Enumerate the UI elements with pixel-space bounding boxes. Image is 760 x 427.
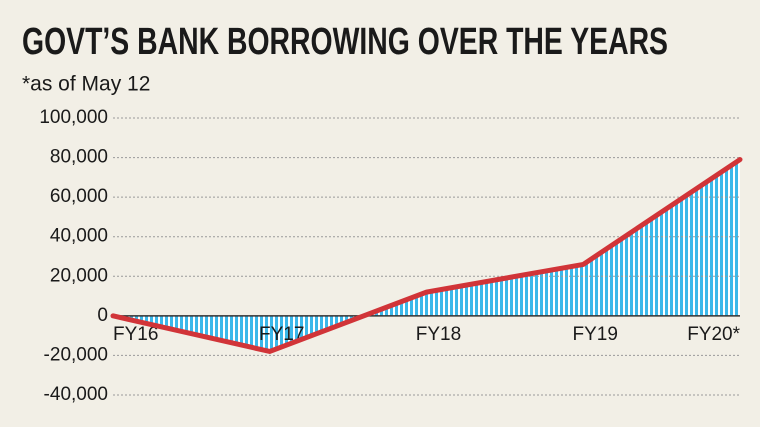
- y-tick-label: 20,000: [50, 265, 108, 286]
- y-tick-label: -40,000: [44, 384, 108, 405]
- y-tick-label: -20,000: [44, 344, 108, 365]
- area: [113, 159, 740, 352]
- y-tick-label: 40,000: [50, 226, 108, 247]
- y-tick-label: 100,000: [39, 107, 108, 128]
- line: [110, 157, 743, 354]
- x-tick-label: FY17: [259, 324, 304, 345]
- x-tick-label: FY16: [113, 324, 158, 345]
- x-tick-label: FY19: [573, 324, 618, 345]
- y-tick-label: 0: [97, 305, 108, 326]
- y-tick-label: 60,000: [50, 186, 108, 207]
- chart-title: GOVT’S BANK BORROWING OVER THE YEARS: [22, 21, 668, 63]
- x-tick-label: FY18: [416, 324, 461, 345]
- x-tick-label: FY20*: [687, 324, 740, 345]
- chart-subtitle: *as of May 12: [22, 73, 150, 96]
- y-tick-label: 80,000: [50, 147, 108, 168]
